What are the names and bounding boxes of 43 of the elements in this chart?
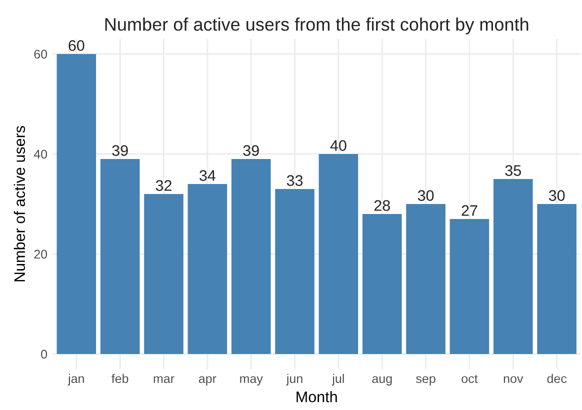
data-label: 39	[112, 145, 128, 156]
data-label: 40	[330, 140, 346, 151]
x-tick-label: sep	[416, 376, 436, 386]
y-tick-label: 0	[41, 350, 48, 359]
bar	[56, 54, 96, 354]
x-tick-label: feb	[112, 374, 128, 384]
chart-title: Number of active users from the first cohort by month	[105, 18, 528, 34]
x-tick-label: dec	[547, 374, 567, 384]
data-label: 35	[505, 165, 521, 176]
y-tick-label: 60	[34, 50, 48, 59]
bar	[450, 218, 490, 354]
bar	[100, 158, 140, 354]
bar	[144, 194, 184, 354]
y-tick-label: 20	[34, 250, 48, 259]
data-label: 32	[156, 180, 172, 191]
x-tick-label: may	[240, 376, 263, 386]
data-label: 30	[548, 190, 565, 201]
bar	[275, 188, 314, 354]
bar	[406, 204, 446, 354]
data-label: 34	[200, 170, 216, 181]
bar	[231, 158, 271, 354]
x-tick-label: nov	[504, 376, 524, 384]
data-label: 28	[374, 200, 390, 211]
x-tick-label: jan	[68, 374, 84, 386]
y-axis-title: Number of active users	[14, 126, 26, 282]
x-axis-title: Month	[296, 391, 337, 402]
x-tick-label: jul	[332, 374, 344, 386]
bar	[537, 204, 576, 354]
bar	[318, 154, 358, 354]
x-tick-label: aug	[372, 376, 392, 386]
x-tick-label: apr	[198, 376, 216, 386]
bar	[493, 178, 533, 354]
x-tick-label: jun	[286, 374, 302, 386]
data-label: 27	[462, 205, 478, 216]
bar	[362, 214, 402, 354]
data-label: 60	[68, 40, 84, 51]
data-label: 39	[243, 145, 259, 156]
x-tick-label: oct	[462, 374, 478, 384]
y-tick-label: 40	[34, 150, 48, 159]
data-label: 30	[418, 190, 434, 201]
data-label: 33	[286, 175, 303, 186]
x-tick-label: mar	[154, 376, 174, 384]
bar	[188, 184, 228, 354]
